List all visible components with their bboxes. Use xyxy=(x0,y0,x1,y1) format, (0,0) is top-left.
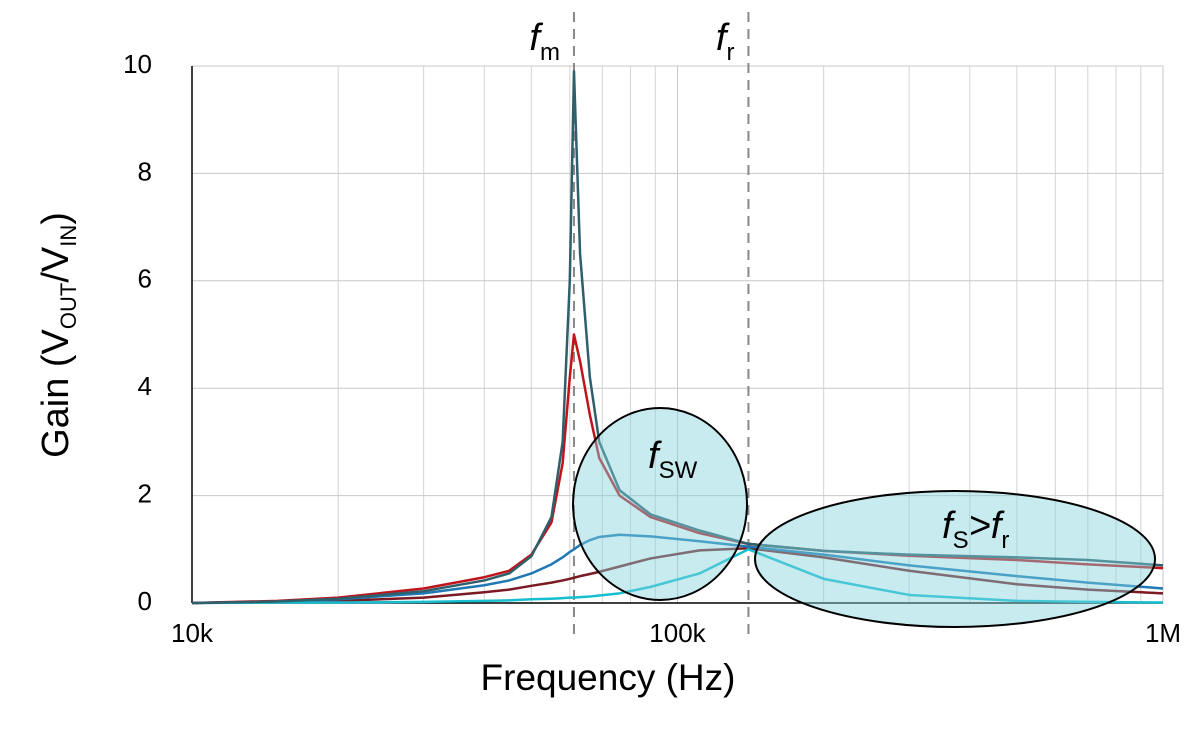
text-part: f xyxy=(942,505,956,547)
y-tick-label: 6 xyxy=(138,264,152,294)
text-part: Gain (V xyxy=(35,328,77,457)
series-line xyxy=(191,546,1164,605)
x-tick-label: 100k xyxy=(649,618,706,648)
text-part: ) xyxy=(35,212,77,225)
y-tick-label: 8 xyxy=(138,156,152,186)
subscript: IN xyxy=(56,225,81,247)
subscript: m xyxy=(540,39,560,66)
region-label: fS>fr xyxy=(942,505,1009,554)
subscript: OUT xyxy=(56,283,81,329)
subscript: S xyxy=(953,527,969,554)
subscript: r xyxy=(726,39,734,66)
y-axis-title: Gain (VOUT/VIN) xyxy=(35,212,81,458)
marker-label: fr xyxy=(716,17,735,66)
x-tick-label: 10k xyxy=(171,618,214,648)
region-label: fSW xyxy=(648,435,698,484)
y-tick-label: 4 xyxy=(138,371,152,401)
subscript: SW xyxy=(659,457,698,484)
series-line xyxy=(191,70,1164,605)
region-highlight xyxy=(572,407,748,601)
y-tick-label: 2 xyxy=(138,478,152,508)
series-line xyxy=(191,533,1164,605)
series-line xyxy=(191,548,1164,605)
y-tick-label: 0 xyxy=(138,586,152,616)
text-part: >f xyxy=(969,505,1005,547)
text-part: f xyxy=(529,17,543,59)
text-part: f xyxy=(648,435,662,477)
text-part: f xyxy=(716,17,730,59)
y-tick-label: 10 xyxy=(123,49,152,79)
x-tick-label: 1M xyxy=(1145,618,1181,648)
x-axis-title: Frequency (Hz) xyxy=(481,657,736,698)
text-part: /V xyxy=(35,246,77,283)
marker-label: fm xyxy=(529,17,560,66)
subscript: r xyxy=(1001,527,1009,554)
region-highlight xyxy=(754,490,1156,628)
